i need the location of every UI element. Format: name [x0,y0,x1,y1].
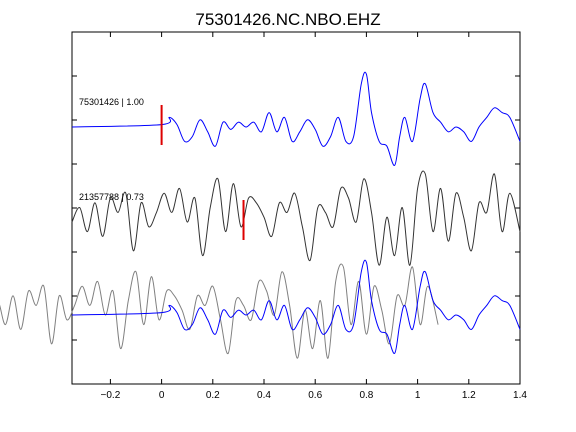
trace-labels: 75301426 | 1.00 21357788 | 0.73 [79,97,144,202]
trace-2-label: 21357788 | 0.73 [79,192,144,202]
chart-title: 75301426.NC.NBO.EHZ [195,10,380,29]
x-tick-label: −0.2 [101,390,121,401]
trace-1-label: 75301426 | 1.00 [79,97,144,107]
x-tick-label: 0.2 [206,390,220,401]
x-tick-label: 0.8 [359,390,373,401]
x-tick-label: 1.2 [462,390,476,401]
axis-ticks: −0.2 0 0.2 0.4 0.6 0.8 1 1.2 1.4 [72,32,527,401]
trace-1-line [71,71,521,166]
traces [0,71,521,359]
x-tick-label: 0.6 [308,390,322,401]
overlay-candidate-line [0,263,439,359]
x-tick-label: 0.4 [257,390,271,401]
overlay-reference-line [71,259,521,354]
x-tick-label: 0 [159,390,165,401]
plot-frame [71,31,521,385]
x-tick-label: 1 [415,390,421,401]
trace-2-line [71,170,521,266]
x-tick-label: 1.4 [513,390,527,401]
pick-markers [160,105,245,240]
